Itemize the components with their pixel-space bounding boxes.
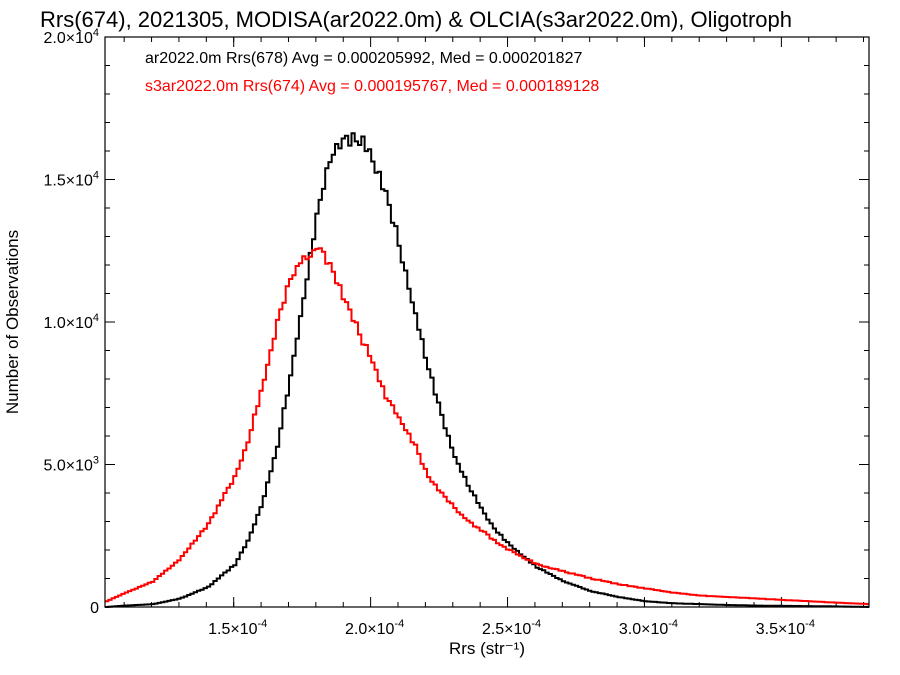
chart-title: Rrs(674), 2021305, MODISA(ar2022.0m) & O… xyxy=(40,7,792,32)
y-tick-label-3: 1.5×104 xyxy=(43,170,99,190)
x-tick-label-4: 3.5×10-4 xyxy=(756,618,815,638)
legend-entry-0: ar2022.0m Rrs(678) Avg = 0.000205992, Me… xyxy=(145,50,582,67)
legend-entry-1: s3ar2022.0m Rrs(674) Avg = 0.000195767, … xyxy=(145,78,599,95)
y-tick-label-0: 0 xyxy=(90,600,99,617)
series-line-1 xyxy=(105,247,869,606)
x-tick-label-1: 2.0×10-4 xyxy=(345,618,404,638)
y-tick-label-2: 1.0×104 xyxy=(43,312,99,332)
series-layer xyxy=(105,132,869,608)
y-tick-label-1: 5.0×103 xyxy=(43,455,99,475)
tick-marks xyxy=(105,36,869,608)
plot-frame xyxy=(104,36,870,608)
y-tick-label-4: 2.0×104 xyxy=(43,27,99,47)
x-axis-label: Rrs (str⁻¹) xyxy=(449,639,525,658)
x-tick-label-2: 2.5×10-4 xyxy=(482,618,541,638)
x-tick-label-0: 1.5×10-4 xyxy=(208,618,267,638)
x-tick-label-3: 3.0×10-4 xyxy=(619,618,678,638)
y-axis-label: Number of Observations xyxy=(3,230,22,414)
tick-labels: 1.5×10-4 2.0×10-4 2.5×10-4 3.0×10-4 3.5×10-4… xyxy=(43,27,814,638)
series-line-0 xyxy=(105,132,869,608)
